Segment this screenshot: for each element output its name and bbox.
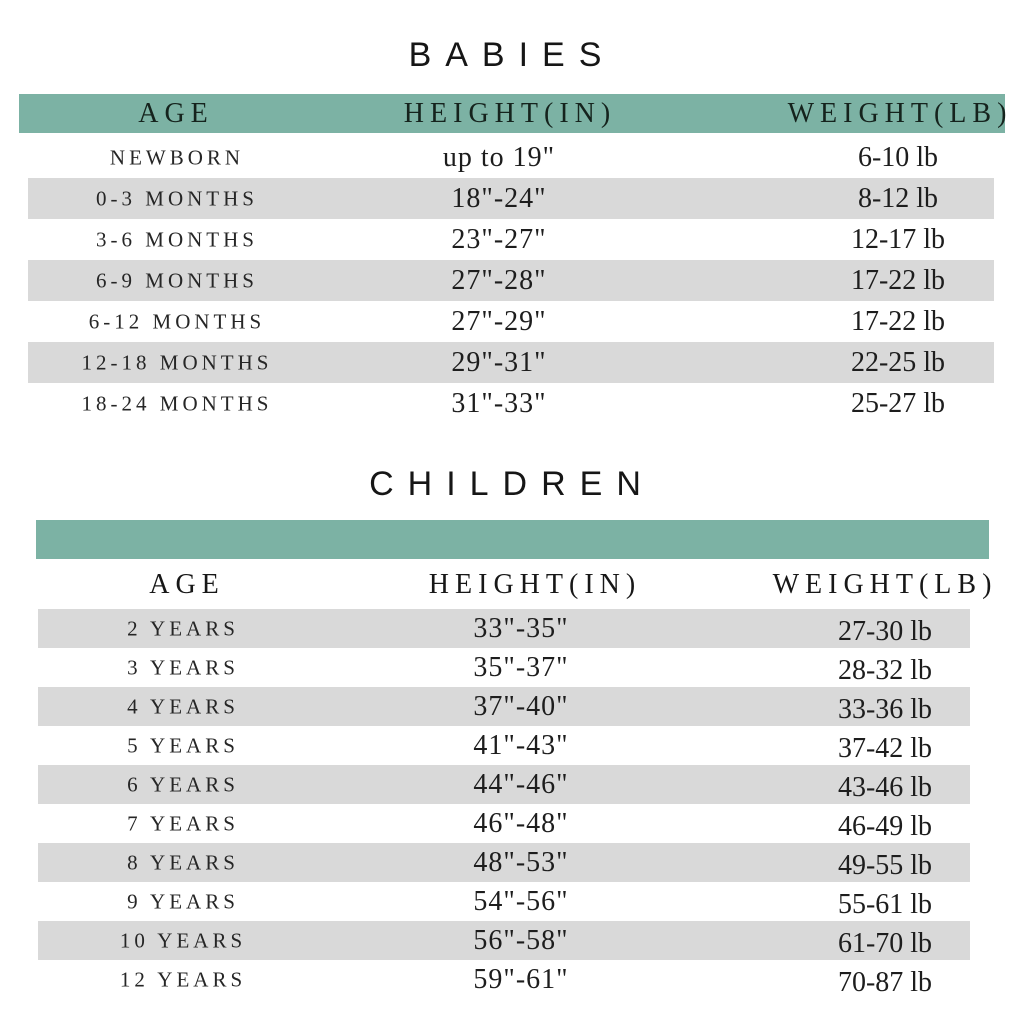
table-row: 3-6 MONTHS 23"-27" 12-17 lb xyxy=(28,219,994,260)
age-cell: NEWBORN xyxy=(109,145,245,169)
weight-cell: 61-70 lb xyxy=(837,927,933,959)
height-cell: 46"-48" xyxy=(473,807,569,839)
table-row: NEWBORN up to 19" 6-10 lb xyxy=(28,137,994,178)
weight-cell: 17-22 lb xyxy=(850,305,946,337)
age-cell: 3 YEARS xyxy=(127,655,239,679)
weight-cell: 70-87 lb xyxy=(837,966,933,998)
height-cell: 27"-28" xyxy=(451,264,547,296)
table-row: 6-9 MONTHS 27"-28" 17-22 lb xyxy=(28,260,994,301)
weight-cell: 33-36 lb xyxy=(837,693,933,725)
age-cell: 6-12 MONTHS xyxy=(88,309,266,333)
table-row: 0-3 MONTHS 18"-24" 8-12 lb xyxy=(28,178,994,219)
children-table: 2 YEARS 33"-35" 27-30 lb 3 YEARS 35"-37"… xyxy=(38,609,970,999)
age-cell: 6-9 MONTHS xyxy=(96,268,258,292)
children-title: CHILDREN xyxy=(369,465,655,503)
age-cell: 2 YEARS xyxy=(127,616,239,640)
table-row: 3 YEARS 35"-37" 28-32 lb xyxy=(38,648,970,687)
weight-cell: 25-27 lb xyxy=(850,387,946,419)
age-cell: 9 YEARS xyxy=(127,889,239,913)
table-row: 4 YEARS 37"-40" 33-36 lb xyxy=(38,687,970,726)
age-cell: 6 YEARS xyxy=(127,772,239,796)
children-column-header-age: AGE xyxy=(149,569,225,600)
height-cell: 56"-58" xyxy=(473,924,569,956)
babies-column-header-height: HEIGHT(IN) xyxy=(403,97,617,129)
height-cell: 54"-56" xyxy=(473,885,569,917)
height-cell: 18"-24" xyxy=(451,182,547,214)
weight-cell: 27-30 lb xyxy=(837,615,933,647)
age-cell: 0-3 MONTHS xyxy=(96,186,258,210)
height-cell: 41"-43" xyxy=(473,729,569,761)
table-row: 10 YEARS 56"-58" 61-70 lb xyxy=(38,921,970,960)
weight-cell: 49-55 lb xyxy=(837,849,933,881)
babies-column-header-age: AGE xyxy=(138,97,214,129)
age-cell: 18-24 MONTHS xyxy=(81,391,273,415)
table-row: 7 YEARS 46"-48" 46-49 lb xyxy=(38,804,970,843)
weight-cell: 43-46 lb xyxy=(837,771,933,803)
height-cell: 44"-46" xyxy=(473,768,569,800)
age-cell: 4 YEARS xyxy=(127,694,239,718)
babies-header-bar: AGE HEIGHT(IN) WEIGHT(LB) xyxy=(19,94,1006,133)
table-row: 5 YEARS 41"-43" 37-42 lb xyxy=(38,726,970,765)
children-header-bar xyxy=(36,520,989,559)
babies-title: BABIES xyxy=(408,36,616,74)
age-cell: 7 YEARS xyxy=(127,811,239,835)
weight-cell: 46-49 lb xyxy=(837,810,933,842)
height-cell: 37"-40" xyxy=(473,690,569,722)
table-row: 12 YEARS 59"-61" 70-87 lb xyxy=(38,960,970,999)
height-cell: 33"-35" xyxy=(473,612,569,644)
table-row: 18-24 MONTHS 31"-33" 25-27 lb xyxy=(28,383,994,424)
age-cell: 5 YEARS xyxy=(127,733,239,757)
weight-cell: 55-61 lb xyxy=(837,888,933,920)
age-cell: 8 YEARS xyxy=(127,850,239,874)
babies-column-header-weight: WEIGHT(LB) xyxy=(787,97,1013,129)
children-column-header-weight: WEIGHT(LB) xyxy=(772,569,998,600)
table-row: 6 YEARS 44"-46" 43-46 lb xyxy=(38,765,970,804)
height-cell: 59"-61" xyxy=(473,963,569,995)
children-column-header-height: HEIGHT(IN) xyxy=(428,569,642,600)
weight-cell: 6-10 lb xyxy=(857,141,939,173)
height-cell: 23"-27" xyxy=(451,223,547,255)
height-cell: 48"-53" xyxy=(473,846,569,878)
age-cell: 10 YEARS xyxy=(119,928,247,952)
weight-cell: 12-17 lb xyxy=(850,223,946,255)
age-cell: 12 YEARS xyxy=(119,967,247,991)
table-row: 9 YEARS 54"-56" 55-61 lb xyxy=(38,882,970,921)
height-cell: up to 19" xyxy=(442,141,556,173)
height-cell: 35"-37" xyxy=(473,651,569,683)
height-cell: 31"-33" xyxy=(451,387,547,419)
babies-table: NEWBORN up to 19" 6-10 lb 0-3 MONTHS 18"… xyxy=(28,137,994,424)
weight-cell: 22-25 lb xyxy=(850,346,946,378)
table-row: 2 YEARS 33"-35" 27-30 lb xyxy=(38,609,970,648)
table-row: 8 YEARS 48"-53" 49-55 lb xyxy=(38,843,970,882)
weight-cell: 28-32 lb xyxy=(837,654,933,686)
height-cell: 27"-29" xyxy=(451,305,547,337)
age-cell: 3-6 MONTHS xyxy=(96,227,258,251)
weight-cell: 37-42 lb xyxy=(837,732,933,764)
weight-cell: 8-12 lb xyxy=(857,182,939,214)
table-row: 12-18 MONTHS 29"-31" 22-25 lb xyxy=(28,342,994,383)
height-cell: 29"-31" xyxy=(451,346,547,378)
table-row: 6-12 MONTHS 27"-29" 17-22 lb xyxy=(28,301,994,342)
weight-cell: 17-22 lb xyxy=(850,264,946,296)
children-column-headers: AGE HEIGHT(IN) WEIGHT(LB) xyxy=(0,563,1024,607)
age-cell: 12-18 MONTHS xyxy=(81,350,273,374)
